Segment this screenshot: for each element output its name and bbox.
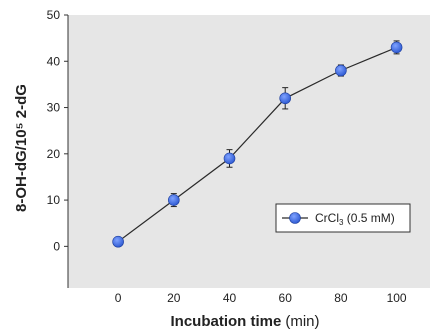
x-tick-label-5: 100 [387,291,407,305]
x-axis-title-text: Incubation time [170,313,281,330]
data-point-4 [335,64,347,77]
data-point-1 [168,194,180,206]
series-line-0 [117,46,397,243]
data-point-5 [390,41,403,54]
x-tick-label-3: 60 [279,291,293,305]
plot-background [68,15,430,288]
y-tick-label-0: 0 [53,239,60,253]
y-tick-label-1: 10 [47,193,61,207]
y-tick-label-5: 50 [47,8,61,22]
x-tick-label-0: 0 [115,291,122,305]
legend-marker [289,212,301,224]
y-tick-label-4: 40 [47,54,61,68]
legend: CrCl3 (0.5 mM) [275,203,411,233]
y-axis-title: 8-OH-dG/10⁵ 2-dG [13,84,30,212]
x-axis-title: Incubation time (min) [170,313,319,330]
data-point-0 [112,235,124,248]
data-point-3 [279,92,292,105]
legend-label-main: CrCl [315,211,339,225]
x-tick-label-1: 20 [167,291,181,305]
x-axis-title-unit: (min) [285,313,319,330]
legend-label-subscript: 3 [339,218,344,227]
y-tick-label-3: 30 [47,101,61,115]
data-point-2 [223,152,236,165]
y-tick-label-2: 20 [47,147,61,161]
legend-label: CrCl3 (0.5 mM) [315,211,395,227]
x-tick-label-4: 80 [334,291,348,305]
legend-label-suffix: (0.5 mM) [343,211,394,225]
x-tick-label-2: 40 [223,291,237,305]
